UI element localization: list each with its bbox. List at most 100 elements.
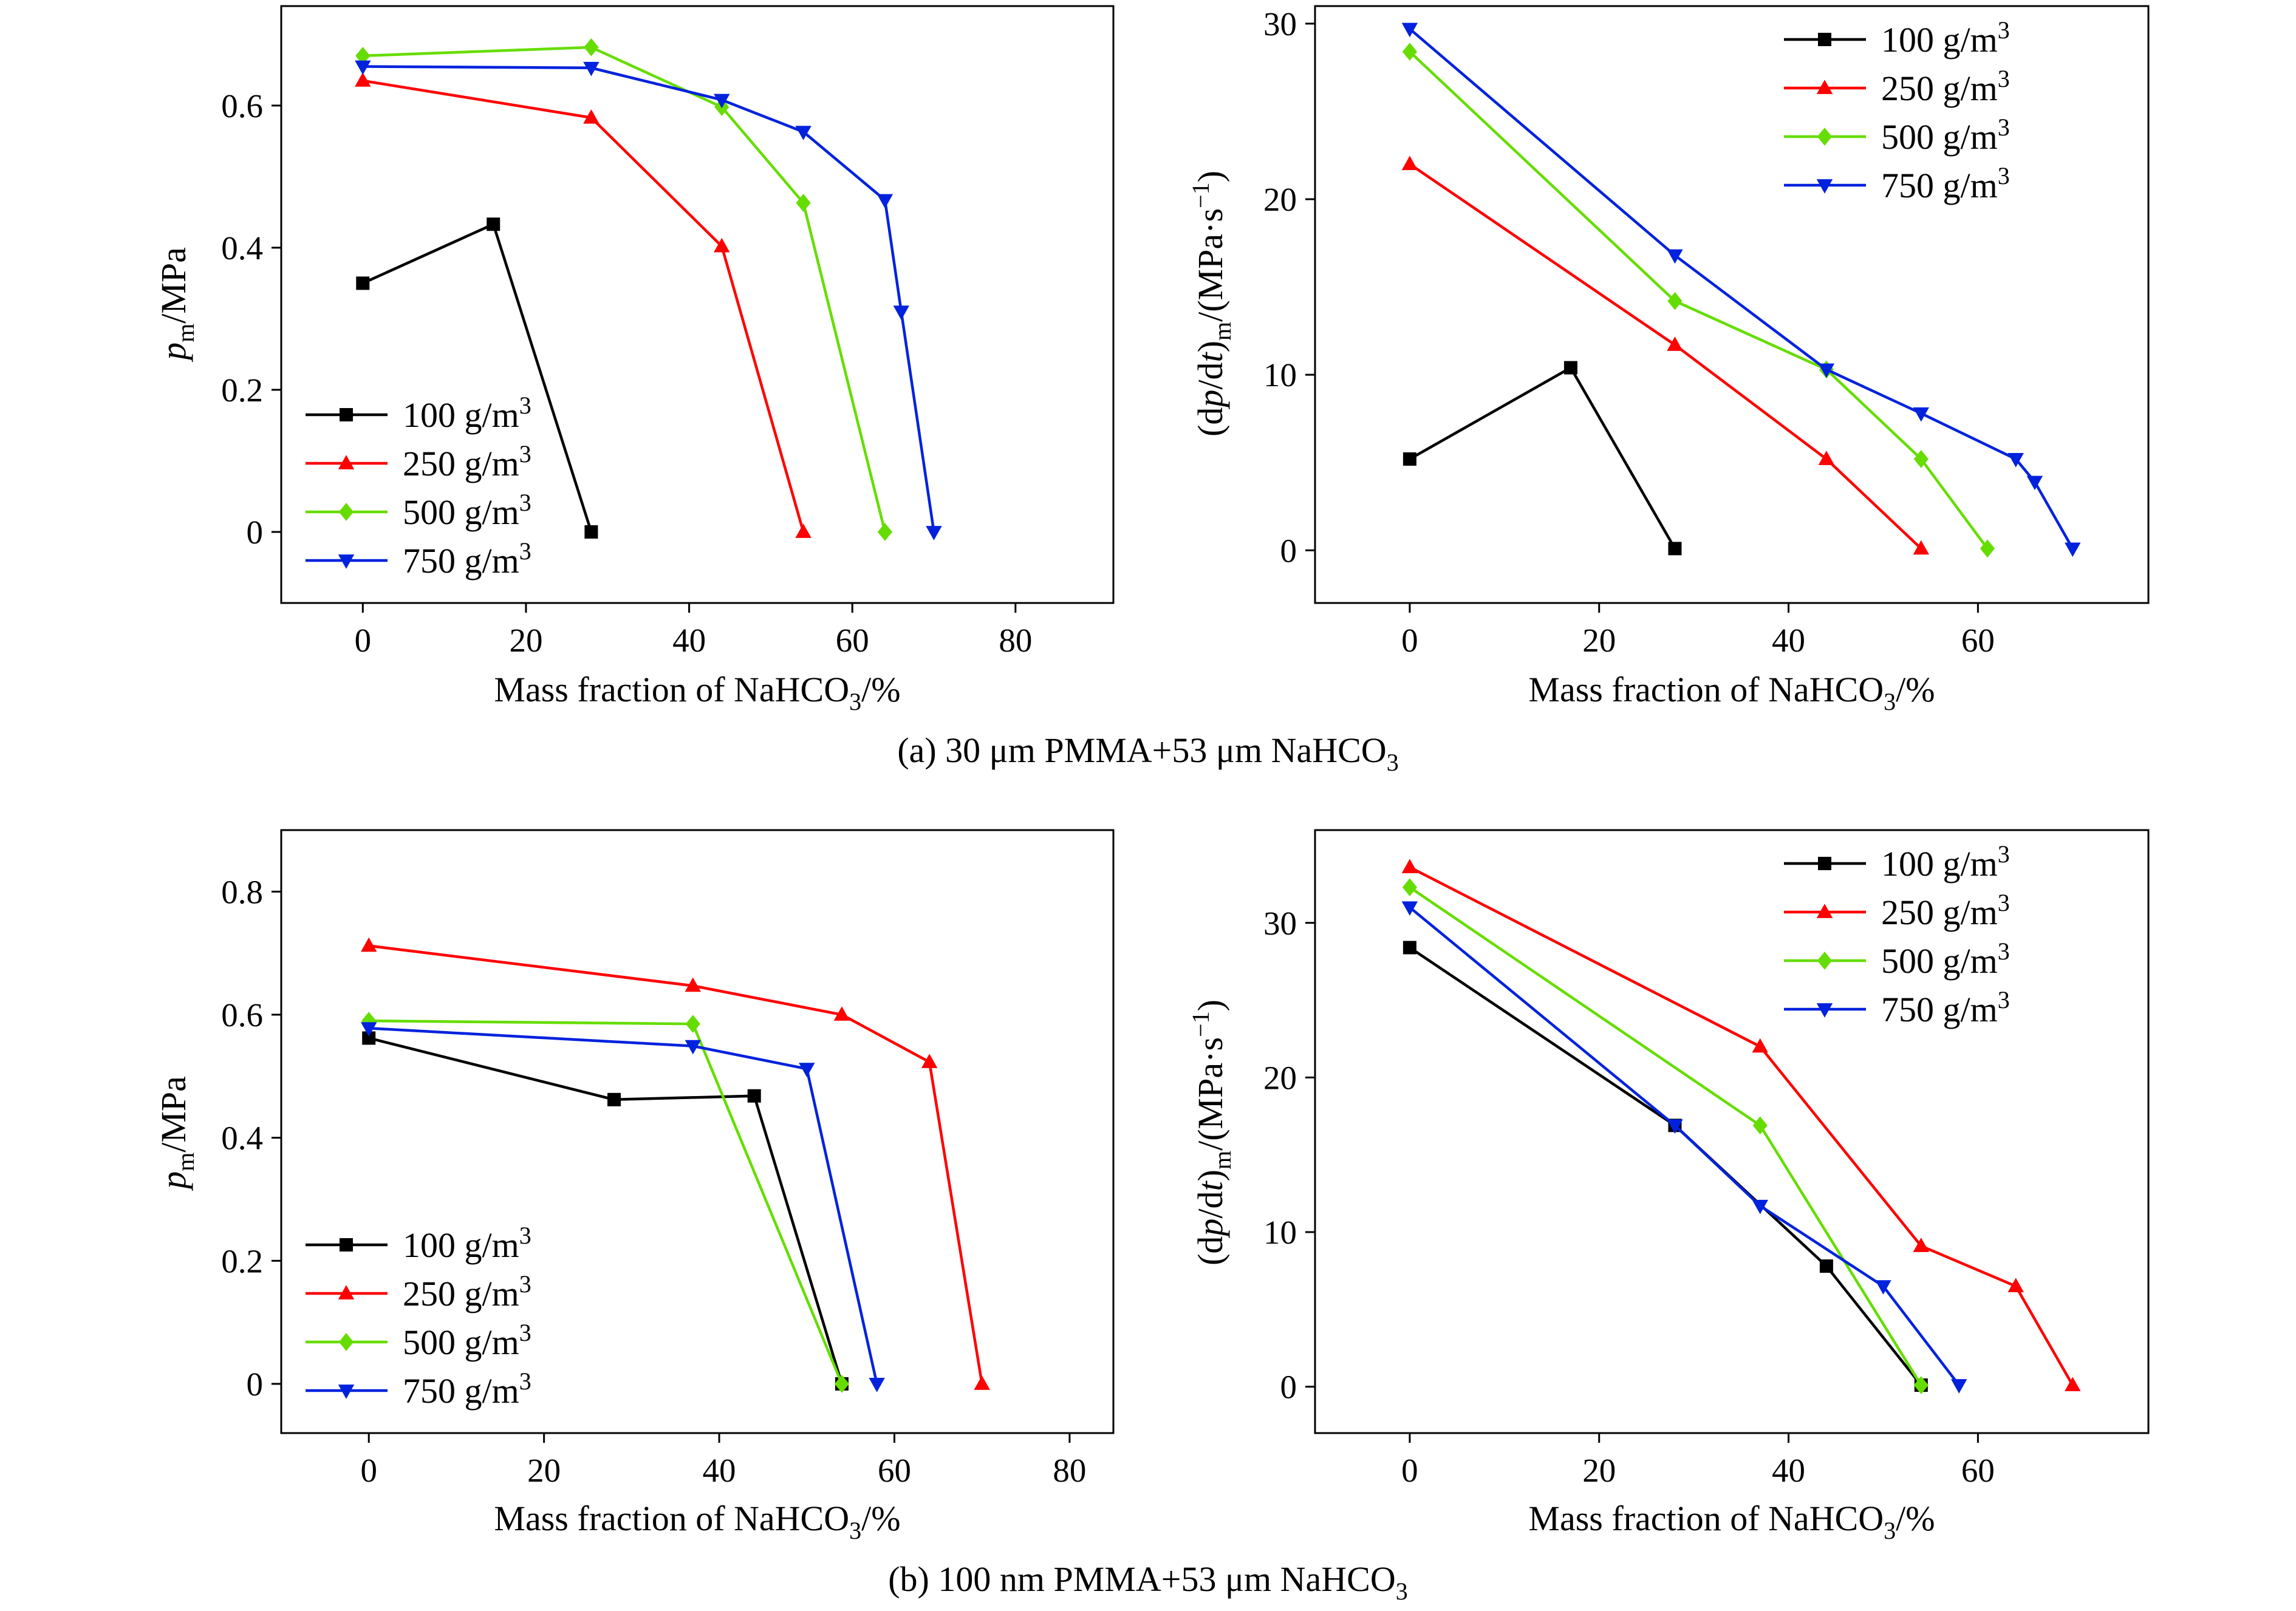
data-point-750 bbox=[361, 1022, 377, 1037]
data-point-250 bbox=[921, 1054, 938, 1068]
tick-group: 0 20 40 60 80 0 0.2 0.4 0.6 bbox=[221, 87, 1032, 659]
legend: 100 g/m3 250 g/m3 500 g/m3 750 g/m3 bbox=[1784, 840, 2010, 1029]
data-point-250 bbox=[685, 977, 701, 992]
data-point-750 bbox=[926, 526, 942, 540]
tick-group: 0 20 40 60 80 0 0.2 0.4 0.6 0.8 bbox=[221, 873, 1086, 1489]
x-axis-title: Mass fraction of NaHCO3/% bbox=[1528, 1499, 1935, 1544]
data-point-250 bbox=[2065, 1377, 2081, 1391]
x-tick-label: 60 bbox=[1961, 622, 1995, 659]
y-axis-title: pm/MPa bbox=[154, 1076, 199, 1191]
data-point-250 bbox=[714, 237, 730, 253]
data-point-250 bbox=[1401, 155, 1418, 171]
x-tick-label: 20 bbox=[1582, 1452, 1616, 1489]
x-tick-label: 60 bbox=[878, 1452, 911, 1489]
legend-label-250: 250 g/m3 bbox=[1881, 889, 2010, 932]
legend-marker-500 bbox=[1817, 952, 1833, 970]
data-point-100 bbox=[1819, 1259, 1833, 1273]
legend-label-500: 500 g/m3 bbox=[403, 489, 531, 532]
data-point-750 bbox=[1401, 901, 1418, 916]
data-point-750 bbox=[2026, 475, 2043, 491]
legend-marker-100 bbox=[340, 408, 353, 421]
x-tick-label: 40 bbox=[703, 1452, 736, 1489]
data-point-750 bbox=[714, 94, 730, 109]
data-point-750 bbox=[1401, 22, 1418, 38]
y-tick-label: 0.4 bbox=[221, 1120, 263, 1157]
series-group bbox=[1401, 22, 2081, 558]
y-tick-label: 10 bbox=[1263, 356, 1297, 393]
y-tick-label: 0.2 bbox=[221, 1242, 263, 1279]
series-line-250 bbox=[362, 79, 805, 533]
caption-b: (b) 100 nm PMMA+53 μm NaHCO3 bbox=[888, 1559, 1408, 1605]
data-point-750 bbox=[1913, 407, 1930, 422]
x-tick-label: 80 bbox=[999, 622, 1032, 659]
data-point-750 bbox=[893, 305, 909, 320]
series-line-250 bbox=[1409, 163, 1922, 550]
data-point-750 bbox=[1667, 1119, 1683, 1134]
data-point-750 bbox=[2065, 542, 2081, 557]
plot-frame bbox=[1314, 829, 2150, 1434]
x-tick-label: 20 bbox=[509, 622, 542, 659]
data-point-250 bbox=[1401, 859, 1418, 874]
legend-marker-100 bbox=[1818, 857, 1831, 870]
y-tick-label: 0 bbox=[1280, 1369, 1297, 1406]
legend-marker-750 bbox=[1816, 1003, 1833, 1018]
data-point-250 bbox=[2007, 1278, 2024, 1293]
x-tick-label: 0 bbox=[1401, 1452, 1418, 1489]
legend-label-750: 750 g/m3 bbox=[1881, 162, 2010, 205]
x-tick-label: 0 bbox=[360, 1452, 377, 1489]
plot-frame bbox=[280, 5, 1115, 604]
data-point-500 bbox=[1667, 291, 1683, 310]
legend-label-250: 250 g/m3 bbox=[403, 1270, 531, 1313]
data-point-750 bbox=[685, 1040, 701, 1055]
x-tick-label: 40 bbox=[1772, 1452, 1805, 1489]
y-tick-label: 0 bbox=[247, 514, 264, 551]
data-point-750 bbox=[583, 61, 600, 77]
data-point-500 bbox=[1752, 1116, 1768, 1135]
data-point-500 bbox=[1913, 1376, 1929, 1394]
x-tick-label: 0 bbox=[1401, 622, 1418, 659]
series-group bbox=[361, 937, 990, 1393]
x-axis-title: Mass fraction of NaHCO3/% bbox=[1528, 670, 1935, 715]
plot-frame bbox=[280, 829, 1115, 1434]
x-tick-label: 40 bbox=[672, 622, 706, 659]
data-point-500 bbox=[834, 1375, 850, 1393]
data-point-250 bbox=[1818, 451, 1835, 465]
legend-label-100: 100 g/m3 bbox=[1881, 840, 2010, 884]
data-point-500 bbox=[1402, 43, 1418, 61]
data-point-750 bbox=[1818, 363, 1835, 378]
legend-marker-750 bbox=[338, 1385, 355, 1399]
data-point-750 bbox=[355, 60, 371, 75]
legend-marker-750 bbox=[1816, 179, 1833, 194]
y-axis-title: pm/MPa bbox=[154, 247, 199, 363]
x-tick-label: 20 bbox=[527, 1452, 561, 1489]
data-point-100 bbox=[1403, 452, 1416, 466]
chart-panel-b-left: 0 20 40 60 80 0 0.2 0.4 0.6 0.8 100 g/m3 250 g/m3 5… bbox=[154, 829, 1115, 1544]
data-point-100 bbox=[362, 1031, 376, 1045]
tick-group: 0 20 40 60 0 10 20 30 bbox=[1263, 5, 1995, 659]
data-point-750 bbox=[1752, 1199, 1768, 1214]
legend-label-100: 100 g/m3 bbox=[403, 392, 531, 435]
y-tick-label: 30 bbox=[1263, 5, 1297, 43]
plot-frame bbox=[1314, 5, 2150, 604]
data-point-750 bbox=[2007, 453, 2024, 468]
data-point-250 bbox=[361, 937, 377, 952]
series-line-100 bbox=[1409, 366, 1676, 550]
data-point-500 bbox=[355, 47, 371, 65]
series-group bbox=[1401, 859, 2081, 1394]
x-tick-label: 60 bbox=[1961, 1452, 1995, 1489]
x-tick-label: 80 bbox=[1053, 1452, 1086, 1489]
legend-label-750: 750 g/m3 bbox=[403, 1367, 531, 1411]
series-line-100 bbox=[368, 1037, 844, 1385]
legend-label-500: 500 g/m3 bbox=[1881, 938, 2010, 981]
y-axis-title: (dp/dt)m/(MPa·s−1) bbox=[1187, 171, 1236, 437]
data-point-500 bbox=[685, 1015, 700, 1034]
y-tick-label: 20 bbox=[1263, 1059, 1297, 1096]
y-tick-label: 20 bbox=[1263, 181, 1297, 218]
y-axis-title: (dp/dt)m/(MPa·s−1) bbox=[1187, 1000, 1236, 1265]
y-tick-label: 0.2 bbox=[221, 372, 263, 409]
data-point-100 bbox=[356, 276, 370, 290]
y-tick-label: 0.4 bbox=[221, 230, 263, 267]
data-point-250 bbox=[795, 523, 811, 538]
data-point-250 bbox=[583, 109, 600, 124]
